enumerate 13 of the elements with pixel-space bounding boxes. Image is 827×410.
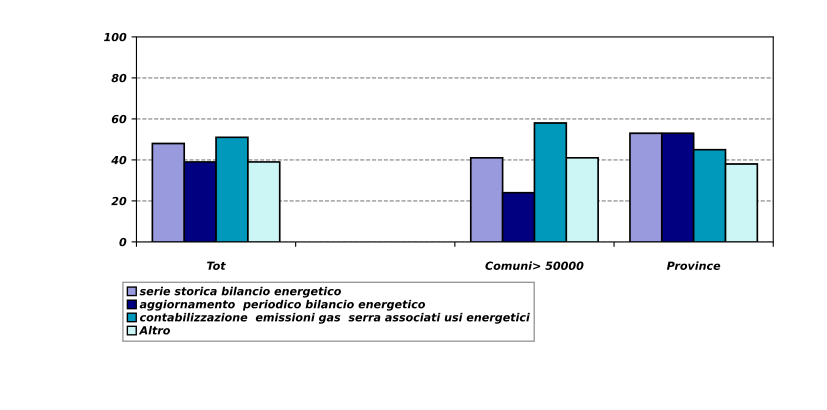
- x-tick-label: Tot: [207, 262, 226, 270]
- legend-label: Altro: [138, 326, 170, 335]
- y-tick-label: 60: [112, 114, 126, 124]
- y-tick-label: 40: [111, 156, 126, 164]
- y-tick-label: 80: [112, 74, 126, 82]
- legend-label: aggiornamento periodico bilancio energetico: [140, 300, 426, 311]
- legend-label: contabilizzazione emissioni gas serra associati usi energetici: [140, 312, 530, 324]
- legend-label: serie storica bilancio energetico: [140, 286, 341, 298]
- x-tick-label: Comuni> 50000: [485, 261, 584, 270]
- x-tick-label: Province: [666, 261, 720, 270]
- y-tick-label: 0: [119, 238, 126, 246]
- y-tick-label: 100: [104, 32, 126, 42]
- y-tick-label: 20: [111, 196, 126, 206]
